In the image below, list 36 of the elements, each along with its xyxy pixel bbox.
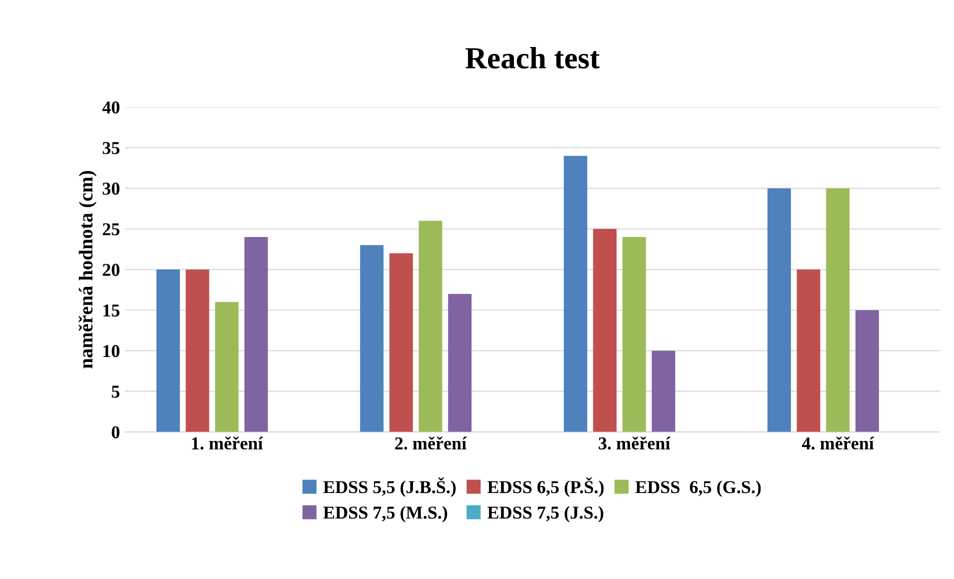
legend-label: EDSS 6,5 (P.Š.) bbox=[487, 477, 604, 497]
bar bbox=[156, 270, 180, 432]
bar bbox=[855, 310, 879, 432]
bar bbox=[826, 188, 850, 432]
y-tick-label: 25 bbox=[102, 223, 120, 236]
bar bbox=[652, 350, 676, 432]
legend-label: EDSS 7,5 (M.S.) bbox=[323, 506, 448, 522]
y-tick-label: 15 bbox=[104, 304, 120, 317]
bar bbox=[593, 228, 617, 432]
y-tick-label: 35 bbox=[102, 142, 120, 154]
bar bbox=[186, 270, 210, 432]
legend-label: EDSS 5,5 (J.B.Š.) bbox=[323, 477, 456, 497]
x-tick-label: 1. měření bbox=[192, 436, 264, 450]
bar bbox=[215, 302, 239, 432]
x-tick-label: 3. měření bbox=[598, 436, 670, 450]
legend-label: EDSS 7,5 (J.S.) bbox=[487, 506, 604, 522]
y-tick-label: 5 bbox=[112, 386, 120, 398]
y-tick-label: 10 bbox=[104, 344, 120, 358]
bar bbox=[622, 237, 646, 432]
bar bbox=[564, 156, 588, 432]
y-tick-label: 0 bbox=[112, 426, 120, 438]
y-tick-label: 30 bbox=[102, 182, 120, 195]
bar bbox=[767, 188, 791, 432]
bar bbox=[360, 245, 384, 432]
x-tick-label: 4. měření bbox=[802, 436, 874, 450]
bar bbox=[418, 220, 442, 432]
legend-label: EDSS 6,5 (G.S.) bbox=[635, 480, 761, 497]
bar bbox=[796, 270, 820, 432]
y-axis-title: naměřená hodnota (cm) bbox=[78, 171, 96, 368]
y-tick-label: 20 bbox=[102, 264, 120, 276]
x-tick-label: 2. měření bbox=[395, 436, 467, 450]
bar bbox=[389, 253, 413, 432]
bar bbox=[244, 237, 268, 432]
chart-title: Reach test bbox=[465, 47, 600, 69]
y-tick-label: 40 bbox=[102, 101, 120, 114]
bar bbox=[448, 294, 472, 432]
